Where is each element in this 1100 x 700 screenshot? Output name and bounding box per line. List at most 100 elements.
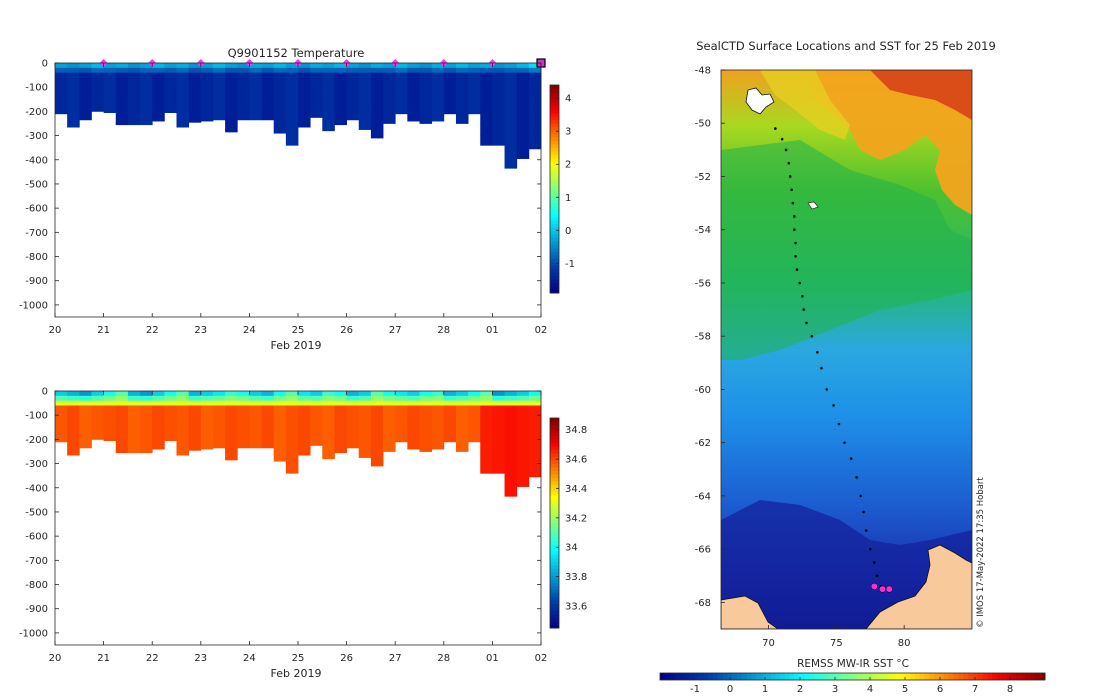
temperature-panel: Q9901152 Temperature 0 -100 -200 -300 -400 -5… (19, 46, 575, 352)
colorbar-segment (943, 673, 950, 680)
profile-cell (91, 77, 104, 83)
colorbar-segment (550, 237, 559, 242)
colorbar-segment (550, 150, 559, 155)
profile-cell (334, 63, 347, 69)
profile-cell (225, 77, 238, 83)
profile-cell (334, 441, 347, 452)
colorbar-segment (751, 673, 757, 680)
colorbar-segment (847, 673, 853, 680)
colorbar-segment (550, 481, 559, 485)
profile-cell (103, 391, 117, 397)
profile-cell (188, 72, 202, 78)
profile-cell (91, 106, 104, 112)
colorbar-segment (1020, 673, 1027, 680)
profile-cell (176, 87, 190, 93)
profile-cell (346, 441, 360, 449)
colorbar-segment (550, 171, 559, 176)
profile-cell (225, 123, 238, 133)
profile-cell (395, 415, 408, 421)
x-tick-label: 22 (146, 325, 159, 336)
profile-cell (225, 106, 238, 115)
colorbar-segment (550, 474, 559, 478)
colorbar-tick-label: 3 (565, 127, 571, 138)
profile-cell (91, 434, 104, 440)
profile-cell (370, 420, 384, 428)
profile-cell (127, 427, 141, 435)
colorbar-segment (550, 209, 559, 214)
profile-cell (249, 420, 262, 428)
y-tick-label: -300 (25, 459, 48, 470)
profile-cell (383, 395, 396, 402)
colorbar-segment (550, 143, 559, 148)
colorbar-tick-label: 1 (565, 193, 571, 204)
profile-cell (528, 441, 542, 452)
profile-cell (322, 410, 335, 416)
profile-cell (212, 434, 226, 443)
profile-cell (298, 123, 311, 128)
colorbar-tick-label: 4 (565, 94, 571, 105)
profile-cell (225, 420, 238, 428)
profile-cell (176, 123, 190, 128)
profile-cell (79, 113, 92, 121)
profile-cell (431, 99, 445, 107)
profile-cell (504, 123, 518, 136)
profile-cell (334, 99, 347, 107)
profile-cell (370, 77, 384, 83)
track-point (795, 268, 799, 271)
profile-cell (164, 106, 177, 113)
x-tick-label: 24 (243, 653, 256, 664)
profile-cell (249, 99, 262, 107)
profile-cell (455, 87, 469, 93)
profile-cell (225, 92, 238, 100)
profile-cell (383, 113, 396, 124)
profile-cell (152, 410, 165, 416)
colorbar-segment (550, 175, 559, 180)
colorbar-segment (550, 265, 559, 270)
profile-cell (237, 395, 250, 402)
profile-cell (358, 400, 372, 406)
colorbar-segment (814, 673, 820, 680)
colorbar-tick-label: -1 (565, 259, 575, 270)
profile-cell (480, 123, 493, 136)
colorbar-segment (550, 123, 559, 128)
profile-cell (237, 410, 250, 416)
profile-cell (140, 405, 153, 411)
profile-cell (468, 77, 481, 83)
profile-cell (395, 420, 408, 428)
profile-cell (528, 67, 542, 74)
profile-cell (528, 92, 542, 100)
profile-cell (273, 410, 287, 416)
profile-cell (370, 82, 384, 88)
profile-cell (152, 82, 165, 88)
profile-cell (285, 82, 299, 88)
profile-cell (261, 87, 275, 93)
profile-cell (322, 451, 335, 460)
profile-cell (152, 106, 165, 115)
profile-cell (395, 395, 408, 402)
profile-cell (55, 420, 68, 428)
profile-cell (212, 82, 226, 88)
colorbar-segment (550, 289, 559, 294)
profile-cell (310, 106, 323, 115)
y-tick-label: -1000 (19, 300, 48, 311)
profile-cell (249, 87, 262, 93)
profile-cell (140, 434, 153, 443)
colorbar-segment (550, 130, 559, 135)
profile-cell (176, 72, 190, 78)
profile-cell (237, 427, 250, 435)
profile-cell (127, 72, 141, 78)
profile-cell (249, 400, 262, 406)
lon-tick-label: 80 (898, 638, 911, 649)
profile-cell (127, 67, 141, 74)
profile-cell (334, 400, 347, 406)
colorbar-segment (550, 189, 559, 193)
profile-cell (370, 415, 384, 421)
lat-tick-label: -56 (695, 278, 711, 289)
profile-cell (419, 87, 433, 93)
profile-cell (322, 405, 335, 411)
profile-cell (212, 99, 226, 107)
profile-cell (261, 92, 275, 100)
profile-cell (358, 410, 372, 416)
colorbar-tick-label: 1 (762, 684, 768, 695)
profile-cell (431, 63, 445, 69)
